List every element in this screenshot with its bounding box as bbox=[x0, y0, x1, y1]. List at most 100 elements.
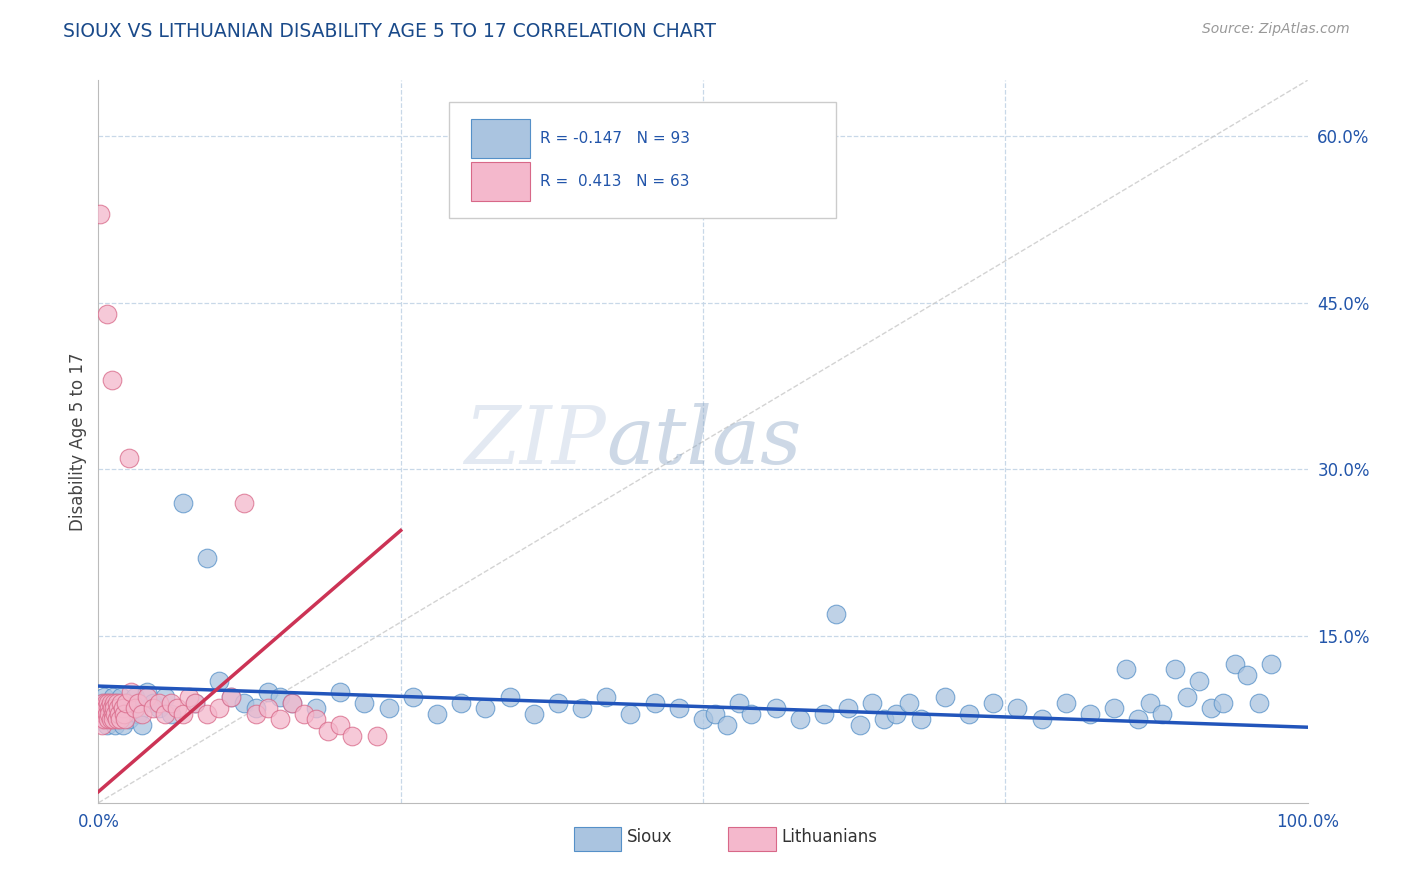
Point bbox=[91, 713, 114, 727]
Point bbox=[1223, 657, 1246, 671]
Point bbox=[97, 706, 120, 721]
Point bbox=[93, 706, 115, 721]
Point bbox=[692, 713, 714, 727]
Point bbox=[1199, 701, 1222, 715]
Point bbox=[153, 690, 176, 705]
Point bbox=[94, 696, 117, 710]
FancyBboxPatch shape bbox=[574, 827, 621, 851]
Point bbox=[728, 696, 751, 710]
Point bbox=[825, 607, 848, 621]
Point bbox=[94, 701, 117, 715]
Point bbox=[98, 706, 121, 721]
Point bbox=[104, 706, 127, 721]
Point bbox=[716, 718, 738, 732]
Point bbox=[849, 718, 872, 732]
FancyBboxPatch shape bbox=[449, 102, 837, 218]
Point bbox=[160, 706, 183, 721]
Point bbox=[269, 713, 291, 727]
FancyBboxPatch shape bbox=[471, 162, 530, 201]
Point bbox=[1007, 701, 1029, 715]
Point bbox=[740, 706, 762, 721]
Point bbox=[547, 696, 569, 710]
Point bbox=[153, 706, 176, 721]
Text: Sioux: Sioux bbox=[627, 828, 672, 846]
Point bbox=[426, 706, 449, 721]
Point bbox=[1102, 701, 1125, 715]
Point bbox=[523, 706, 546, 721]
Point bbox=[111, 718, 134, 732]
Point bbox=[135, 684, 157, 698]
Point bbox=[1152, 706, 1174, 721]
Point bbox=[96, 718, 118, 732]
Point bbox=[101, 690, 124, 705]
Point bbox=[1236, 668, 1258, 682]
FancyBboxPatch shape bbox=[728, 827, 776, 851]
Point bbox=[934, 690, 956, 705]
Point bbox=[195, 551, 218, 566]
Point bbox=[305, 713, 328, 727]
Point bbox=[1139, 696, 1161, 710]
Text: R = -0.147   N = 93: R = -0.147 N = 93 bbox=[540, 130, 690, 145]
Point bbox=[118, 713, 141, 727]
Point bbox=[91, 718, 114, 732]
Point bbox=[292, 706, 315, 721]
Point bbox=[232, 496, 254, 510]
Point bbox=[94, 701, 117, 715]
Point bbox=[112, 706, 135, 721]
Point bbox=[98, 696, 121, 710]
Point bbox=[91, 696, 114, 710]
Point bbox=[644, 696, 666, 710]
Point bbox=[402, 690, 425, 705]
Point bbox=[111, 701, 134, 715]
Point bbox=[1163, 662, 1185, 676]
Point bbox=[108, 713, 131, 727]
Point bbox=[860, 696, 883, 710]
Point bbox=[103, 706, 125, 721]
Point bbox=[342, 729, 364, 743]
Point bbox=[281, 696, 304, 710]
Point bbox=[103, 701, 125, 715]
Point bbox=[101, 706, 124, 721]
Point bbox=[108, 701, 131, 715]
Point bbox=[127, 706, 149, 721]
Point bbox=[910, 713, 932, 727]
Point bbox=[1054, 696, 1077, 710]
Point bbox=[96, 706, 118, 721]
Point bbox=[619, 706, 641, 721]
Point bbox=[110, 690, 132, 705]
Point bbox=[595, 690, 617, 705]
Point bbox=[98, 701, 121, 715]
Point bbox=[108, 706, 131, 721]
Point bbox=[1260, 657, 1282, 671]
Point bbox=[789, 713, 811, 727]
Point bbox=[110, 696, 132, 710]
Point bbox=[281, 696, 304, 710]
Point bbox=[1128, 713, 1150, 727]
Point bbox=[100, 701, 122, 715]
Point bbox=[118, 451, 141, 466]
Point bbox=[100, 713, 122, 727]
Text: atlas: atlas bbox=[606, 403, 801, 480]
Point bbox=[1175, 690, 1198, 705]
Point bbox=[305, 701, 328, 715]
Point bbox=[100, 373, 122, 387]
Point bbox=[100, 701, 122, 715]
Point bbox=[108, 713, 131, 727]
Point bbox=[142, 696, 165, 710]
Point bbox=[90, 706, 112, 721]
Point bbox=[474, 701, 496, 715]
Point bbox=[115, 696, 138, 710]
Point bbox=[131, 706, 153, 721]
Point bbox=[166, 701, 188, 715]
Point bbox=[208, 673, 231, 688]
Point bbox=[114, 706, 136, 721]
Point bbox=[91, 701, 114, 715]
Point bbox=[232, 696, 254, 710]
Point bbox=[107, 701, 129, 715]
Point bbox=[120, 701, 142, 715]
Point bbox=[195, 706, 218, 721]
Point bbox=[957, 706, 980, 721]
Point bbox=[813, 706, 835, 721]
Point bbox=[114, 713, 136, 727]
Point bbox=[96, 307, 118, 321]
